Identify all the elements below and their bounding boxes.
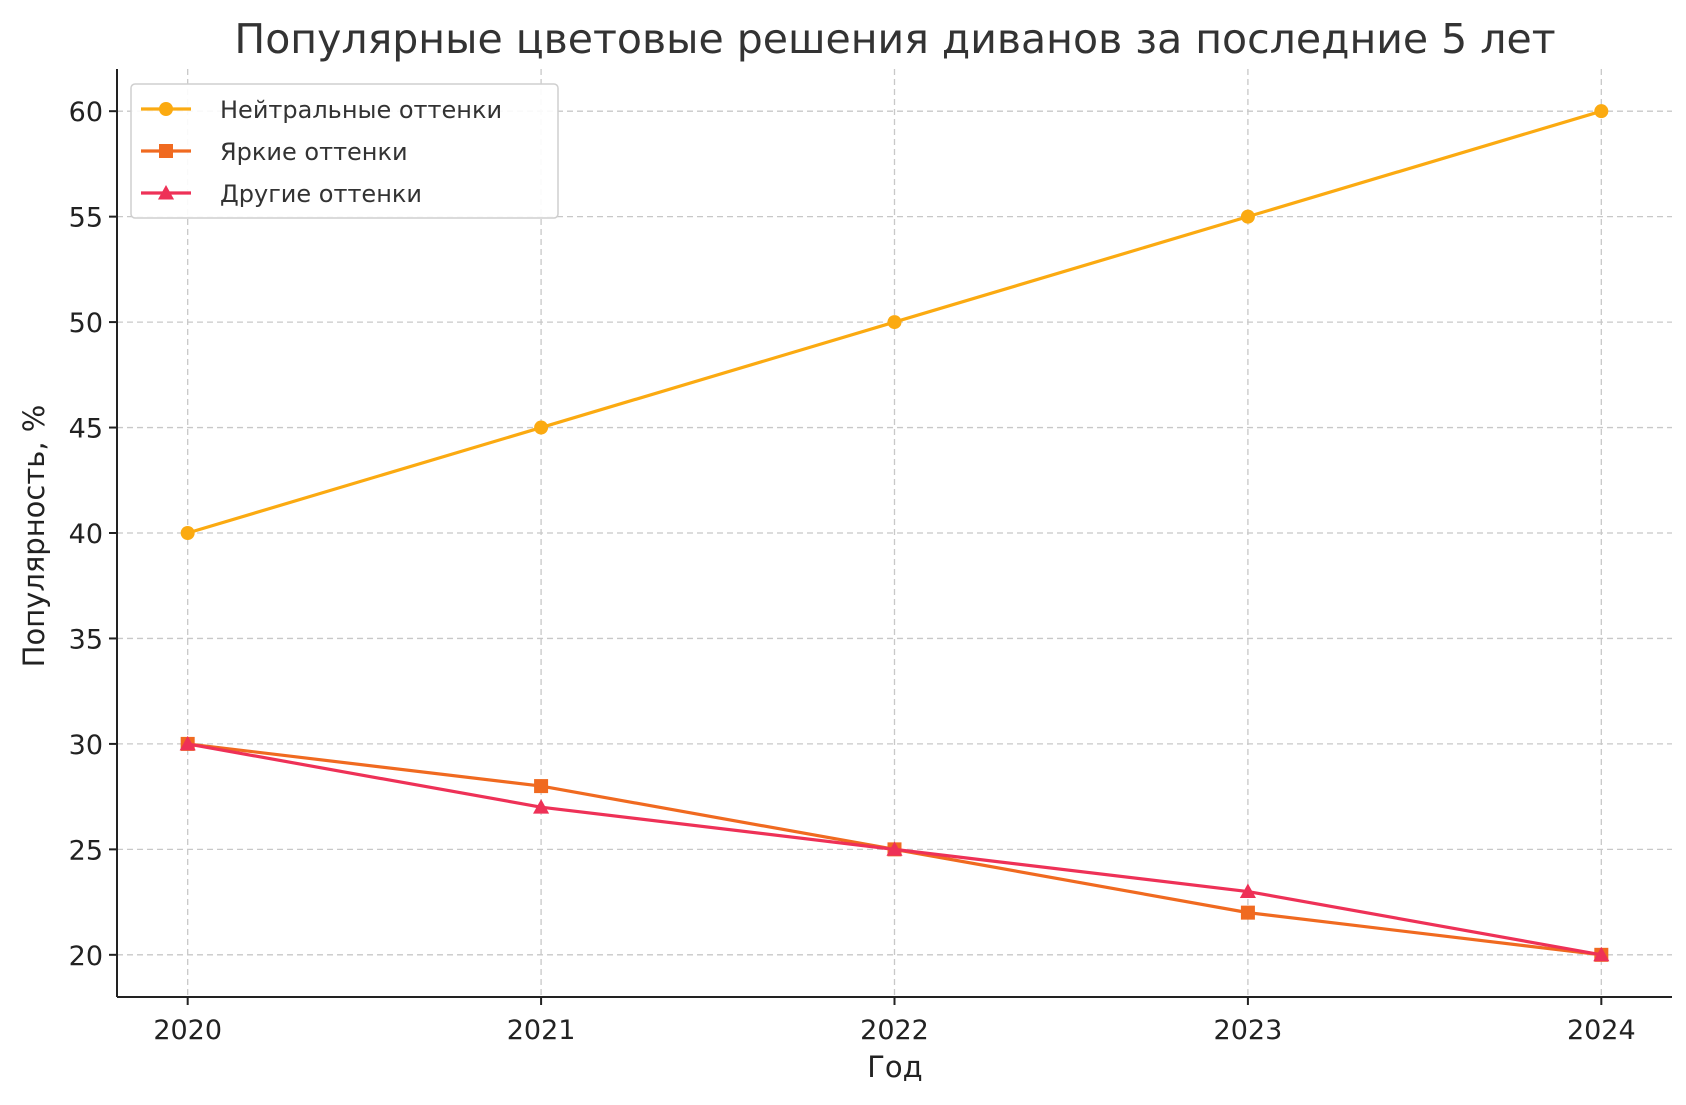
legend-marker-1 bbox=[159, 144, 173, 158]
y-tick-label-55: 55 bbox=[69, 203, 103, 234]
x-tick-label-2023: 2023 bbox=[1214, 1015, 1283, 1046]
legend: Нейтральные оттенки Яркие оттенки Другие о… bbox=[130, 83, 559, 219]
data-point-1-2021 bbox=[534, 779, 549, 794]
legend-label-1: Яркие оттенки bbox=[220, 138, 408, 166]
legend-label-2: Другие оттенки bbox=[220, 180, 422, 208]
data-point-2-2023 bbox=[1239, 883, 1256, 898]
y-axis-label: Популярность, % bbox=[17, 405, 51, 668]
y-tick-label-25: 25 bbox=[69, 835, 103, 866]
legend-marker-0 bbox=[159, 102, 173, 116]
data-point-0-2024 bbox=[1594, 104, 1609, 119]
data-point-0-2022 bbox=[887, 315, 902, 330]
data-point-0-2021 bbox=[534, 420, 549, 435]
grid-lines bbox=[117, 69, 1672, 997]
x-tick-label-2021: 2021 bbox=[507, 1015, 576, 1046]
data-point-0-2020 bbox=[180, 526, 195, 540]
y-tick-label-20: 20 bbox=[69, 941, 103, 972]
x-tick-label-2022: 2022 bbox=[860, 1015, 929, 1046]
y-tick-label-40: 40 bbox=[69, 519, 103, 550]
legend-label-0: Нейтральные оттенки bbox=[220, 96, 502, 124]
data-point-2-2020 bbox=[179, 735, 196, 751]
y-tick-label-35: 35 bbox=[69, 624, 103, 655]
data-point-1-2023 bbox=[1240, 905, 1255, 920]
x-tick-label-2020: 2020 bbox=[153, 1015, 222, 1046]
y-tick-label-50: 50 bbox=[69, 308, 103, 339]
x-tick-label-2024: 2024 bbox=[1567, 1015, 1636, 1046]
data-point-2-2022 bbox=[886, 841, 903, 856]
y-tick-label-60: 60 bbox=[69, 97, 103, 128]
data-point-0-2023 bbox=[1240, 209, 1255, 224]
data-point-2-2024 bbox=[1593, 946, 1610, 962]
y-tick-label-30: 30 bbox=[69, 730, 103, 761]
legend-box bbox=[130, 83, 559, 219]
series-layer bbox=[179, 104, 1610, 962]
x-axis-label: Год bbox=[867, 1050, 922, 1084]
series-0 bbox=[180, 104, 1609, 540]
chart-title: Популярные цветовые решения диванов за п… bbox=[234, 15, 1555, 63]
data-point-2-2021 bbox=[533, 799, 550, 814]
legend-marker-2 bbox=[157, 184, 175, 200]
series-2 bbox=[179, 735, 1610, 962]
y-tick-label-45: 45 bbox=[69, 414, 103, 445]
